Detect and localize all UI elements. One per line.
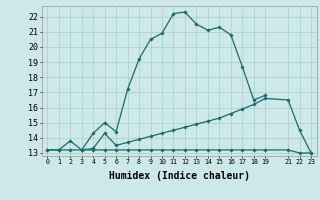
X-axis label: Humidex (Indice chaleur): Humidex (Indice chaleur) (109, 171, 250, 181)
